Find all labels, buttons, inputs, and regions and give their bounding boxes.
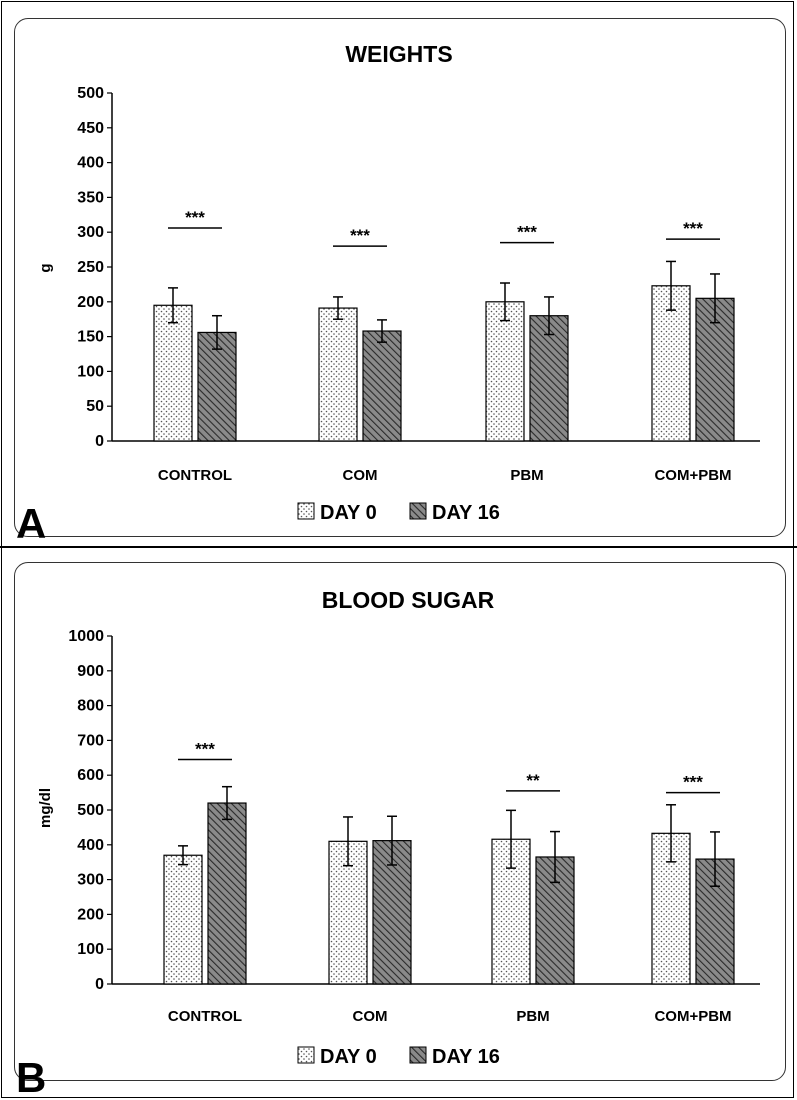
bar-day0: [163, 854, 203, 985]
y-tick-label: 50: [86, 398, 104, 415]
chart-title-blood-sugar: BLOOD SUGAR: [322, 587, 495, 613]
significance-marker: ***: [683, 773, 703, 792]
legend-swatch-day16-weights: [409, 502, 427, 520]
legend-swatch-day0-weights: [297, 502, 315, 520]
significance-marker: **: [526, 771, 540, 790]
panel-label-b: B: [16, 1054, 46, 1100]
bar-day0: [485, 301, 525, 442]
y-tick-label: 800: [77, 698, 104, 715]
x-category-label: COM: [343, 467, 378, 484]
y-tick-label: 900: [77, 663, 104, 680]
bar-day0: [651, 285, 691, 442]
bar-day16: [529, 315, 569, 442]
panel-divider: [0, 546, 797, 548]
bar-day16: [362, 330, 402, 442]
y-axis-label-blood-sugar: mg/dl: [37, 788, 54, 828]
x-category-label: COM+PBM: [654, 467, 731, 484]
y-tick-label: 600: [77, 767, 104, 784]
y-tick-label: 300: [77, 872, 104, 889]
y-tick-label: 0: [95, 976, 104, 993]
significance-marker: ***: [195, 740, 215, 759]
x-category-label: PBM: [510, 467, 543, 484]
x-category-label: COM+PBM: [654, 1008, 731, 1025]
significance-marker: ***: [683, 219, 703, 238]
y-tick-label: 500: [77, 802, 104, 819]
y-tick-label: 400: [77, 837, 104, 854]
legend-label-day16-blood-sugar: DAY 16: [432, 1046, 500, 1068]
bar-day16: [197, 331, 237, 442]
weights-panel: [14, 18, 786, 537]
y-tick-label: 450: [77, 120, 104, 137]
y-tick-label: 250: [77, 259, 104, 276]
y-tick-label: 200: [77, 294, 104, 311]
x-category-label: CONTROL: [168, 1008, 242, 1025]
y-tick-label: 200: [77, 906, 104, 923]
panel-label-a: A: [16, 500, 46, 547]
y-axis-label-weights: g: [37, 263, 54, 272]
legend-label-day16-weights: DAY 16: [432, 502, 500, 524]
blood-sugar-panel: [14, 562, 786, 1081]
y-tick-label: 150: [77, 329, 104, 346]
x-category-label: CONTROL: [158, 467, 232, 484]
y-tick-label: 300: [77, 224, 104, 241]
legend-label-day0-blood-sugar: DAY 0: [320, 1046, 377, 1068]
y-tick-label: 100: [77, 941, 104, 958]
bar-day0: [153, 304, 193, 442]
y-tick-label: 1000: [68, 628, 104, 645]
chart-title-weights: WEIGHTS: [345, 41, 452, 67]
y-tick-label: 700: [77, 732, 104, 749]
y-tick-label: 400: [77, 155, 104, 172]
y-tick-label: 500: [77, 85, 104, 102]
y-tick-label: 100: [77, 363, 104, 380]
x-category-label: COM: [353, 1008, 388, 1025]
legend-swatch-day16-blood-sugar: [409, 1046, 427, 1064]
y-tick-label: 0: [95, 433, 104, 450]
x-category-label: PBM: [516, 1008, 549, 1025]
bar-day0: [318, 307, 358, 442]
significance-marker: ***: [350, 226, 370, 245]
bar-day16: [207, 802, 247, 985]
legend-label-day0-weights: DAY 0: [320, 502, 377, 524]
significance-marker: ***: [185, 208, 205, 227]
y-tick-label: 350: [77, 189, 104, 206]
significance-marker: ***: [517, 223, 537, 242]
legend-swatch-day0-blood-sugar: [297, 1046, 315, 1064]
